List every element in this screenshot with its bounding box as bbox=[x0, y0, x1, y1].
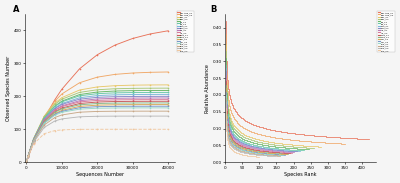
Text: A: A bbox=[13, 5, 19, 14]
X-axis label: Sequences Number: Sequences Number bbox=[76, 172, 124, 178]
Legend: Rb1+Re_C1, Rb1+Re_C2, Rb1_C1, Rb1_C2, Re_C1, Re_C2, Con_C1, Con_C2, AG_C1, AG_C2: Rb1+Re_C1, Rb1+Re_C2, Rb1_C1, Rb1_C2, Re… bbox=[177, 11, 194, 52]
X-axis label: Species Rank: Species Rank bbox=[284, 172, 317, 178]
Text: B: B bbox=[210, 5, 217, 14]
Legend: Rb1+Re_C1, Rb1+Re_C2, Rb1_C1, Rb1_C2, Re_C1, Re_C2, Con_C1, Con_C2, AG_C1, AG_C2: Rb1+Re_C1, Rb1+Re_C2, Rb1_C1, Rb1_C2, Re… bbox=[377, 11, 394, 52]
Y-axis label: Relative Abundance: Relative Abundance bbox=[205, 64, 210, 113]
Y-axis label: Observed Species Number: Observed Species Number bbox=[6, 55, 10, 121]
